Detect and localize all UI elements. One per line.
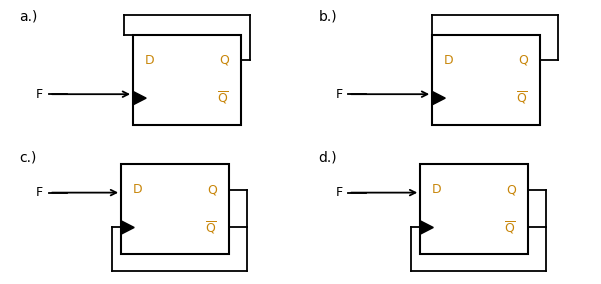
Polygon shape — [432, 91, 445, 105]
Bar — [420, 164, 528, 254]
Text: D: D — [133, 183, 142, 196]
Bar — [133, 35, 240, 125]
Polygon shape — [133, 91, 146, 105]
Bar — [121, 164, 229, 254]
Bar — [432, 35, 540, 125]
Text: $\overline{\mathrm{Q}}$: $\overline{\mathrm{Q}}$ — [205, 219, 217, 236]
Text: Q: Q — [207, 183, 217, 196]
Text: D: D — [145, 54, 154, 67]
Text: D: D — [432, 183, 442, 196]
Text: D: D — [444, 54, 454, 67]
Text: c.): c.) — [19, 151, 37, 164]
Text: F: F — [36, 88, 43, 101]
Polygon shape — [121, 221, 134, 234]
Text: $\overline{\mathrm{Q}}$: $\overline{\mathrm{Q}}$ — [217, 90, 229, 106]
Text: Q: Q — [506, 183, 516, 196]
Text: Q: Q — [518, 54, 528, 67]
Text: F: F — [335, 186, 343, 199]
Text: F: F — [36, 186, 43, 199]
Text: b.): b.) — [319, 10, 337, 24]
Text: d.): d.) — [319, 151, 337, 164]
Polygon shape — [420, 221, 433, 234]
Text: F: F — [335, 88, 343, 101]
Text: a.): a.) — [19, 10, 38, 24]
Text: $\overline{\mathrm{Q}}$: $\overline{\mathrm{Q}}$ — [504, 219, 516, 236]
Text: $\overline{\mathrm{Q}}$: $\overline{\mathrm{Q}}$ — [516, 90, 528, 106]
Text: Q: Q — [219, 54, 229, 67]
